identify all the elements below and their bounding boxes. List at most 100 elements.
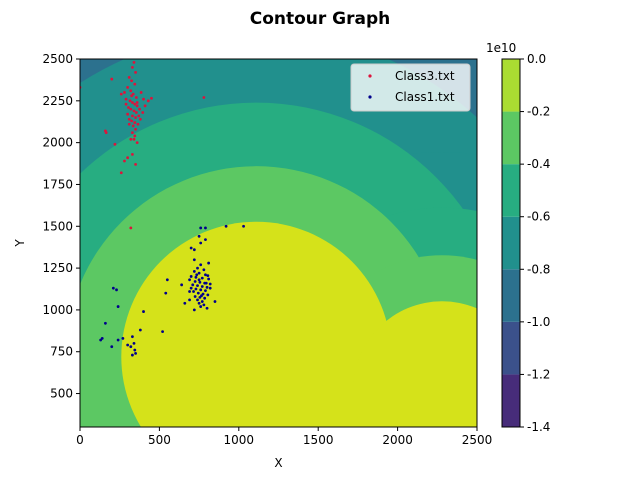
data-point — [202, 268, 206, 272]
data-point — [189, 286, 193, 290]
colorbar-tick-label: -0.8 — [527, 262, 550, 276]
data-point — [129, 226, 133, 230]
data-point — [131, 131, 134, 135]
data-point — [204, 273, 207, 277]
data-point — [195, 273, 199, 277]
contour-band — [353, 301, 477, 427]
data-point — [138, 107, 141, 111]
data-point — [130, 79, 134, 83]
colorbar-multiplier: 1e10 — [486, 41, 516, 55]
data-point — [161, 330, 164, 334]
data-point — [192, 248, 196, 252]
legend-box — [350, 63, 471, 112]
data-point — [188, 290, 191, 293]
data-point — [123, 91, 126, 94]
data-point — [191, 283, 195, 287]
data-point — [194, 287, 198, 291]
data-point — [206, 293, 210, 297]
data-point — [197, 278, 201, 282]
plot-frame — [79, 58, 478, 428]
colorbar-tick-label: -1.2 — [527, 367, 550, 381]
data-point — [116, 338, 120, 342]
data-point — [208, 286, 212, 290]
data-point — [208, 282, 212, 286]
series-class1-txt — [99, 224, 245, 357]
y-tick-label: 1750 — [42, 177, 73, 191]
data-point — [104, 321, 107, 325]
data-point — [196, 284, 199, 288]
data-point — [126, 343, 130, 347]
data-point — [111, 286, 115, 290]
y-tick-label: 1000 — [42, 303, 73, 317]
data-point — [199, 263, 203, 267]
scatter-points — [80, 60, 245, 357]
colorbar-tick-label: -0.4 — [527, 157, 550, 171]
data-point — [116, 305, 120, 308]
data-point — [242, 224, 245, 228]
data-point — [135, 141, 139, 145]
data-point — [200, 294, 203, 298]
series-class3-txt — [80, 60, 206, 230]
data-point — [205, 285, 209, 289]
data-point — [135, 101, 139, 104]
x-tick-label: 2500 — [462, 433, 493, 447]
x-tick-label: 0 — [76, 433, 84, 447]
data-point — [131, 335, 134, 339]
data-point — [192, 308, 196, 312]
data-point — [139, 91, 143, 94]
data-point — [138, 117, 142, 121]
data-point — [197, 234, 201, 238]
data-point — [142, 97, 145, 101]
data-point — [205, 306, 209, 310]
data-point — [131, 114, 134, 118]
data-point — [142, 310, 145, 313]
data-point — [131, 101, 134, 104]
data-point — [193, 295, 197, 298]
data-point — [134, 111, 138, 114]
x-tick-label: 2000 — [382, 433, 413, 447]
data-point — [127, 76, 131, 79]
data-point — [188, 278, 191, 282]
y-tick-label: 1250 — [42, 261, 73, 275]
y-tick-label: 2500 — [42, 52, 73, 66]
y-tick-label: 2250 — [42, 94, 73, 108]
data-point — [197, 301, 201, 305]
data-point — [193, 280, 197, 283]
data-point — [119, 92, 123, 96]
data-point — [133, 348, 137, 352]
data-point — [134, 352, 137, 355]
colorbar-band — [502, 59, 520, 112]
data-point — [121, 336, 125, 340]
data-point — [132, 137, 136, 141]
data-point — [119, 171, 123, 175]
data-point — [204, 289, 207, 293]
data-point — [204, 226, 207, 230]
colorbar-band — [502, 216, 520, 270]
data-point — [199, 288, 203, 292]
data-point — [104, 131, 108, 135]
data-point — [110, 345, 114, 349]
data-point — [129, 137, 133, 141]
y-axis: 500 750 1000 1250 1500 1750 2000 2250 2500 — [42, 52, 80, 401]
colorbar-tick-label: 0.0 — [527, 52, 546, 66]
data-point — [199, 226, 203, 230]
data-point — [124, 102, 128, 106]
data-point — [183, 301, 187, 305]
data-point — [133, 102, 137, 106]
data-point — [202, 303, 206, 307]
data-point — [141, 111, 145, 114]
data-point — [134, 127, 137, 131]
data-point — [202, 96, 206, 99]
data-point — [127, 106, 130, 109]
colorbar-tick-label: -0.6 — [527, 210, 550, 224]
colorbar-band — [502, 164, 520, 217]
data-point — [192, 270, 196, 273]
colorbar-tick-label: -0.2 — [527, 105, 550, 119]
data-point — [189, 275, 193, 278]
y-tick-label: 1500 — [42, 219, 73, 233]
data-point — [192, 258, 196, 262]
contour-band — [121, 221, 392, 427]
data-point — [131, 124, 135, 128]
data-point — [164, 291, 168, 295]
